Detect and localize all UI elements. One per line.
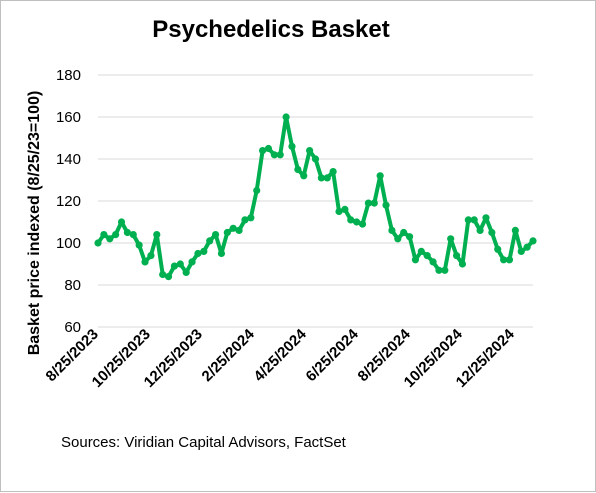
series-line [96, 115, 535, 279]
data-point [258, 147, 267, 155]
data-point [247, 214, 255, 222]
source-note: Sources: Viridian Capital Advisors, Fact… [61, 434, 347, 451]
data-point [194, 249, 202, 258]
data-point [358, 220, 367, 228]
data-point [394, 235, 402, 243]
data-point [341, 205, 349, 213]
data-point [376, 172, 384, 180]
data-point [435, 266, 443, 274]
data-point [159, 270, 167, 279]
y-tick-label: 180 [56, 67, 81, 84]
data-point [206, 237, 214, 245]
data-point [447, 235, 455, 243]
data-point [488, 228, 496, 237]
data-point [311, 155, 320, 163]
y-tick-labels: 60 80 100 120 140 160 180 [56, 67, 81, 336]
data-point [405, 233, 414, 241]
data-point [241, 216, 249, 224]
data-point [482, 214, 490, 222]
data-point [347, 216, 355, 224]
x-tick-label: 2/25/2024 [199, 325, 259, 385]
data-point [382, 201, 390, 209]
data-point [353, 218, 361, 226]
data-point [411, 256, 420, 264]
data-point [429, 258, 437, 266]
data-point [505, 256, 514, 264]
data-point [135, 241, 143, 249]
y-tick-label: 140 [56, 151, 81, 168]
data-point [417, 247, 425, 255]
data-point [370, 199, 378, 207]
y-tick-label: 160 [56, 109, 81, 126]
data-point [300, 172, 308, 180]
data-point [112, 231, 120, 239]
chart-title: Psychedelics Basket [152, 16, 389, 43]
y-tick-label: 120 [56, 193, 81, 210]
data-point [270, 151, 278, 159]
data-point [117, 218, 126, 226]
data-point [235, 226, 243, 234]
series-line-layer [94, 113, 537, 281]
data-point [223, 228, 231, 237]
data-point [317, 174, 325, 182]
data-point [253, 186, 261, 195]
data-point [141, 258, 149, 266]
x-tick-label: 4/25/2024 [251, 325, 311, 385]
data-point [153, 231, 161, 239]
x-tick-labels: 8/25/202310/25/202312/25/20232/25/20244/… [43, 325, 519, 391]
data-point [470, 216, 478, 224]
data-point [229, 224, 237, 232]
data-point [500, 256, 508, 264]
data-point [423, 252, 431, 260]
data-point [288, 142, 296, 150]
y-tick-label: 100 [56, 235, 81, 252]
data-point [517, 247, 525, 255]
data-point [452, 252, 461, 260]
data-point [494, 245, 502, 253]
data-point [106, 235, 114, 243]
data-point [129, 231, 137, 239]
y-tick-label: 80 [64, 277, 81, 294]
data-point [182, 268, 190, 276]
y-tick-label: 60 [64, 319, 81, 336]
data-point [147, 252, 155, 260]
data-point [294, 165, 302, 174]
data-point [306, 147, 314, 155]
data-point [464, 216, 472, 224]
data-point [329, 168, 337, 176]
data-point [211, 231, 220, 239]
data-point [100, 231, 108, 239]
data-point [335, 207, 343, 216]
data-point [264, 144, 273, 153]
data-point [176, 260, 184, 268]
grid-lines [98, 74, 533, 328]
data-point [164, 273, 173, 281]
data-point [170, 262, 179, 270]
data-point [400, 228, 408, 237]
data-point [364, 199, 373, 207]
data-point [282, 113, 290, 121]
data-point [523, 243, 531, 251]
data-point [188, 258, 196, 266]
data-point [200, 247, 208, 255]
data-point [529, 237, 537, 245]
data-point [323, 174, 331, 182]
data-point [458, 260, 467, 268]
y-axis-label: Basket price indexed (8/25/23=100) [26, 91, 43, 356]
data-point [476, 226, 484, 234]
data-point [511, 226, 519, 234]
x-tick-label: 6/25/2024 [303, 325, 363, 385]
data-point [217, 249, 226, 258]
data-point [94, 239, 102, 247]
data-point [441, 266, 449, 274]
data-point [123, 228, 131, 237]
data-point [276, 151, 284, 159]
data-point [388, 226, 396, 234]
